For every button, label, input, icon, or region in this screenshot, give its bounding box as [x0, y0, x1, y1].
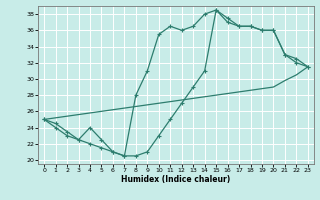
X-axis label: Humidex (Indice chaleur): Humidex (Indice chaleur) [121, 175, 231, 184]
